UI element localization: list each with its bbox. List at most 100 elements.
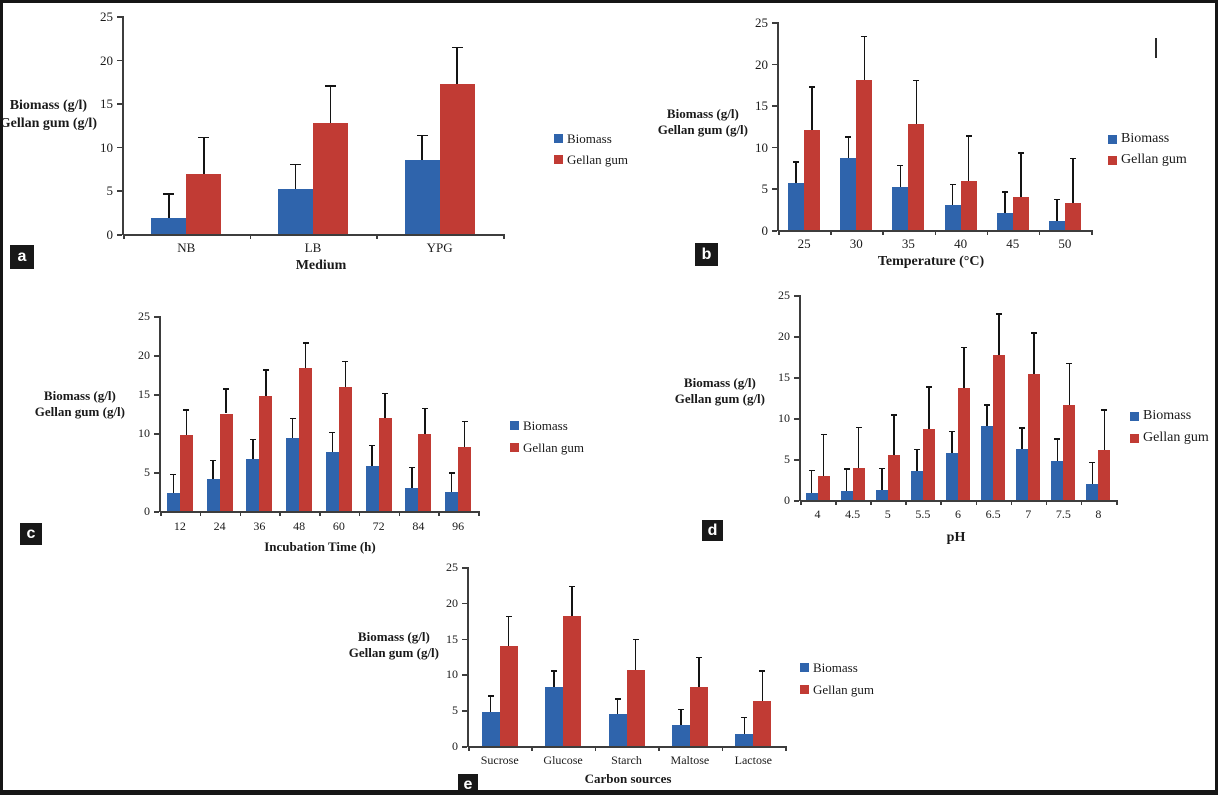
error-bar-line bbox=[424, 408, 426, 434]
x-tick-mark bbox=[1080, 500, 1083, 505]
error-bar-line bbox=[680, 709, 682, 726]
x-category-label: Sucrose bbox=[480, 753, 519, 767]
bar-gellan-gum bbox=[299, 368, 313, 511]
x-axis bbox=[468, 746, 785, 748]
chart-panel-c: 0 5 10 15 20 25 12 24 36 48 60 72 84 96 Incubation Tim… bbox=[3, 3, 1215, 790]
x-category-label: 60 bbox=[332, 519, 345, 533]
bar-biomass bbox=[805, 492, 818, 500]
legend-item-gellan-gum: Gellan gum bbox=[1130, 431, 1209, 445]
y-tick-label: 5 bbox=[784, 452, 790, 466]
error-bar-cap bbox=[897, 164, 904, 167]
panel-letter-a: a bbox=[10, 245, 34, 269]
error-bar-line bbox=[795, 161, 797, 183]
error-bar-cap bbox=[325, 85, 336, 87]
y-tick-mark bbox=[117, 146, 122, 149]
x-category-label: 35 bbox=[901, 236, 915, 251]
error-bar-line bbox=[168, 193, 170, 219]
y-tick-mark bbox=[462, 567, 467, 569]
legend-item-gellan-gum: Gellan gum bbox=[800, 683, 874, 696]
y-tick-label: 25 bbox=[100, 9, 113, 24]
legend-swatch bbox=[554, 134, 563, 143]
x-axis bbox=[800, 500, 1116, 502]
error-bar-cap bbox=[1001, 191, 1008, 193]
error-bar-cap bbox=[845, 136, 852, 138]
legend-swatch bbox=[1108, 134, 1117, 144]
error-bar-line bbox=[553, 670, 555, 687]
y-tick-mark bbox=[794, 336, 799, 338]
bar-biomass bbox=[946, 453, 958, 500]
bar-biomass bbox=[1086, 484, 1099, 500]
legend-item-gellan-gum: Gellan gum bbox=[510, 441, 584, 454]
error-bar-line bbox=[810, 470, 813, 493]
error-bar-cap bbox=[1019, 427, 1026, 429]
error-bar-cap bbox=[210, 459, 217, 462]
x-tick-mark bbox=[503, 234, 505, 239]
bar-gellan-gum bbox=[179, 434, 193, 511]
bar-gellan-gum bbox=[1028, 373, 1041, 500]
x-tick-mark bbox=[438, 511, 440, 516]
y-tick-mark bbox=[462, 638, 467, 641]
y-axis-title-line: Gellan gum (g/l) bbox=[674, 391, 765, 407]
panel-letter-e: e bbox=[458, 774, 478, 790]
error-bar-line bbox=[845, 468, 848, 491]
x-category-label: 8 bbox=[1095, 507, 1102, 521]
bar-gellan-gum bbox=[856, 80, 873, 230]
error-bar-cap bbox=[382, 392, 389, 395]
error-bar-cap bbox=[416, 134, 428, 137]
x-category-label: 48 bbox=[293, 519, 306, 533]
error-bar-cap bbox=[949, 430, 955, 433]
error-bar-cap bbox=[408, 466, 415, 469]
y-tick-mark bbox=[154, 472, 159, 474]
error-bar-line bbox=[507, 616, 510, 647]
y-axis bbox=[467, 567, 469, 747]
x-tick-mark bbox=[398, 511, 400, 516]
x-category-label: 96 bbox=[452, 519, 465, 533]
error-bar-cap bbox=[451, 46, 463, 49]
legend-item-gellan-gum: Gellan gum bbox=[554, 153, 628, 166]
bar-biomass bbox=[996, 213, 1013, 230]
panel-letter-d: d bbox=[702, 520, 723, 541]
error-bar-cap bbox=[569, 585, 576, 588]
y-axis bbox=[777, 22, 779, 231]
x-axis-title: Carbon sources bbox=[584, 771, 672, 786]
error-bar-line bbox=[998, 313, 1000, 355]
legend-swatch bbox=[800, 663, 809, 672]
error-bar-cap bbox=[421, 407, 428, 410]
legend-label: Biomass bbox=[1143, 408, 1192, 423]
legend-label: Gellan gum bbox=[1143, 430, 1209, 445]
y-tick-label: 5 bbox=[144, 465, 150, 479]
legend-label: Gellan gum bbox=[813, 682, 875, 697]
bar-gellan-gum bbox=[338, 386, 352, 511]
bar-biomass bbox=[892, 186, 909, 230]
y-axis-title-line: Biomass (g/l) bbox=[666, 106, 739, 121]
bar-gellan-gum bbox=[817, 476, 830, 500]
x-tick-mark bbox=[934, 230, 936, 235]
bar-biomass bbox=[910, 471, 923, 500]
error-bar-line bbox=[863, 36, 865, 81]
error-bar-cap bbox=[984, 404, 991, 406]
x-tick-mark bbox=[1038, 230, 1041, 235]
x-category-label: 7 bbox=[1025, 507, 1032, 521]
y-tick-mark bbox=[794, 500, 799, 502]
chart-panel-d: 0 5 10 15 20 25 4 4.5 5 5.5 6 6.5 7 7.5 8 pH Biomass (g/… bbox=[3, 3, 1215, 790]
y-axis-title-line: Biomass (g/l) bbox=[9, 98, 88, 113]
bar-biomass bbox=[671, 725, 690, 746]
y-tick-mark bbox=[794, 295, 799, 297]
x-tick-mark bbox=[1116, 500, 1118, 505]
y-axis-title-line: Biomass (g/l) bbox=[43, 388, 116, 403]
y-tick-label: 15 bbox=[138, 387, 150, 401]
y-axis-title: Biomass (g/l) Gellan gum (g/l) bbox=[675, 375, 765, 408]
error-bar-line bbox=[928, 386, 930, 429]
error-bar-line bbox=[951, 431, 953, 454]
legend-label: Gellan gum bbox=[567, 152, 629, 167]
x-category-label: Lactose bbox=[734, 753, 772, 767]
x-tick-mark bbox=[279, 511, 281, 516]
x-axis-title: Medium bbox=[295, 258, 347, 273]
x-tick-mark bbox=[975, 500, 978, 505]
x-tick-mark bbox=[1010, 500, 1013, 505]
legend-swatch bbox=[800, 685, 809, 694]
chart-panels-container: 0 5 10 15 20 25 NB LB YPG Medium Biomass (g/l) Gell… bbox=[3, 3, 1215, 790]
bar-gellan-gum bbox=[689, 687, 708, 746]
error-bar-cap bbox=[843, 468, 850, 470]
x-category-label: 5 bbox=[884, 507, 891, 521]
